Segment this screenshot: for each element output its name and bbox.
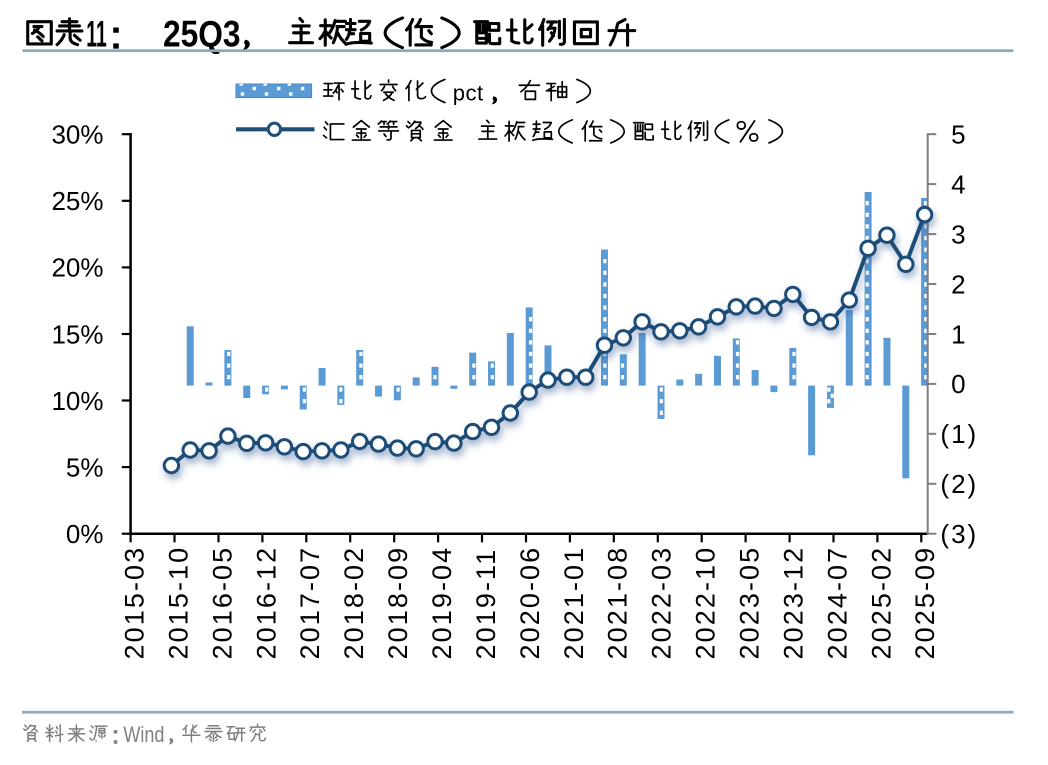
svg-text:(1): (1) (940, 419, 978, 449)
svg-text:(2): (2) (940, 469, 978, 499)
svg-text:2019-04: 2019-04 (427, 546, 457, 660)
svg-text:2015-10: 2015-10 (163, 546, 193, 660)
svg-text:2016-12: 2016-12 (251, 546, 281, 660)
svg-text:11: 11 (86, 15, 107, 56)
svg-text:2025-09: 2025-09 (910, 546, 940, 660)
svg-text:2024-07: 2024-07 (822, 546, 852, 660)
svg-text:2025-02: 2025-02 (866, 546, 896, 660)
svg-text:2022-10: 2022-10 (691, 546, 721, 660)
svg-text:pct: pct (453, 81, 484, 106)
svg-text:3: 3 (951, 219, 967, 249)
svg-text:2023-05: 2023-05 (735, 546, 765, 660)
svg-text:2016-05: 2016-05 (207, 546, 237, 660)
svg-text:2022-03: 2022-03 (647, 546, 677, 660)
svg-text:30%: 30% (51, 120, 103, 150)
svg-text:2015-03: 2015-03 (120, 546, 150, 660)
svg-text:Wind: Wind (123, 723, 164, 747)
svg-text:2021-01: 2021-01 (559, 546, 589, 660)
svg-text:1: 1 (951, 319, 967, 349)
svg-text:2: 2 (951, 269, 967, 299)
svg-text:5%: 5% (66, 452, 104, 482)
svg-text:5: 5 (951, 120, 967, 150)
svg-text:2018-02: 2018-02 (339, 546, 369, 660)
svg-text:20%: 20% (51, 253, 103, 283)
svg-text:(3): (3) (940, 519, 978, 549)
svg-text:2017-07: 2017-07 (295, 546, 325, 660)
svg-text:10%: 10% (51, 386, 103, 416)
svg-text:4: 4 (951, 169, 967, 199)
svg-text:0: 0 (951, 369, 967, 399)
svg-text:2018-09: 2018-09 (383, 546, 413, 660)
svg-text:2021-08: 2021-08 (603, 546, 633, 660)
svg-text:15%: 15% (51, 319, 103, 349)
svg-text:2023-12: 2023-12 (779, 546, 809, 660)
svg-text:2020-06: 2020-06 (515, 546, 545, 660)
svg-text:25Q3: 25Q3 (163, 15, 241, 56)
svg-text:0%: 0% (66, 519, 104, 549)
svg-text:25%: 25% (51, 186, 103, 216)
svg-text:2019-11: 2019-11 (471, 548, 501, 660)
